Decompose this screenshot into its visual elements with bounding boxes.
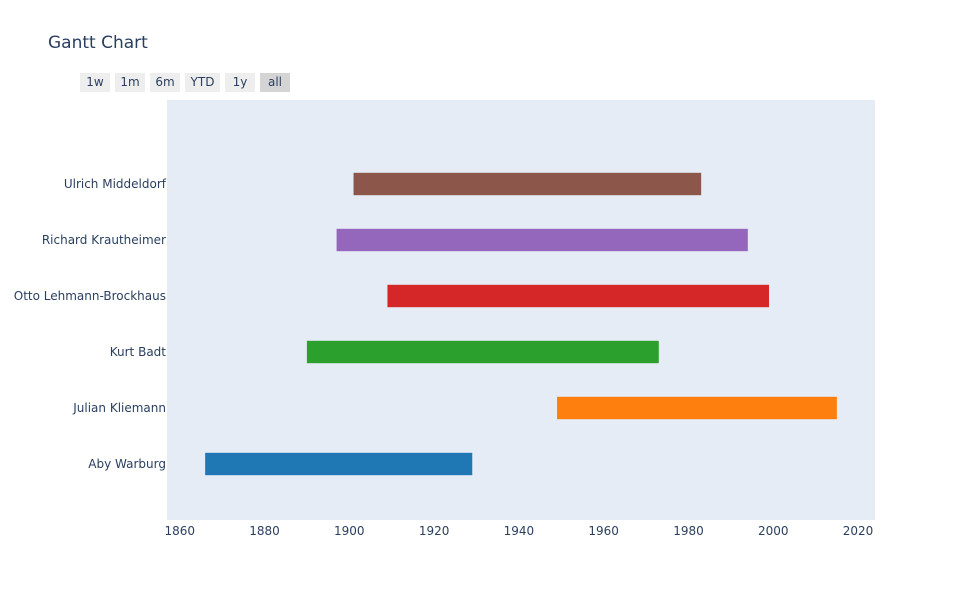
- x-tick-label: 1900: [334, 524, 365, 538]
- y-tick-label: Ulrich Middeldorf: [64, 177, 167, 191]
- gantt-bar[interactable]: [353, 172, 702, 196]
- gantt-bar[interactable]: [336, 228, 748, 252]
- gantt-bar[interactable]: [205, 452, 473, 476]
- x-tick-label: 2020: [843, 524, 874, 538]
- x-tick-label: 1960: [588, 524, 619, 538]
- x-tick-label: 1940: [504, 524, 535, 538]
- range-button-ytd[interactable]: YTD: [185, 73, 220, 92]
- y-axis: Aby Warburg Julian Kliemann Kurt Badt Otto …: [14, 177, 167, 471]
- plot-area: [167, 100, 875, 520]
- y-tick-label: Richard Krautheimer: [42, 233, 166, 247]
- range-button-1m[interactable]: 1m: [115, 73, 145, 92]
- range-button-6m[interactable]: 6m: [150, 73, 180, 92]
- range-button-1w[interactable]: 1w: [80, 73, 110, 92]
- x-tick-label: 2000: [758, 524, 789, 538]
- bars-group: [205, 172, 837, 476]
- x-tick-label: 1880: [249, 524, 280, 538]
- gantt-bar[interactable]: [557, 396, 837, 420]
- y-tick-label: Kurt Badt: [110, 345, 167, 359]
- x-tick-label: 1860: [164, 524, 195, 538]
- x-tick-label: 1980: [673, 524, 704, 538]
- gantt-bar[interactable]: [306, 340, 659, 364]
- y-tick-label: Aby Warburg: [88, 457, 166, 471]
- range-button-1y[interactable]: 1y: [225, 73, 255, 92]
- y-tick-label: Julian Kliemann: [72, 401, 166, 415]
- x-tick-label: 1920: [419, 524, 450, 538]
- chart-title: Gantt Chart: [48, 33, 148, 53]
- y-tick-label: Otto Lehmann-Brockhaus: [14, 289, 166, 303]
- range-button-all[interactable]: all: [260, 73, 290, 92]
- x-axis: 1860 1880 1900 1920 1940 1960 1980 2000 2020: [164, 524, 873, 538]
- gantt-bar[interactable]: [387, 284, 770, 308]
